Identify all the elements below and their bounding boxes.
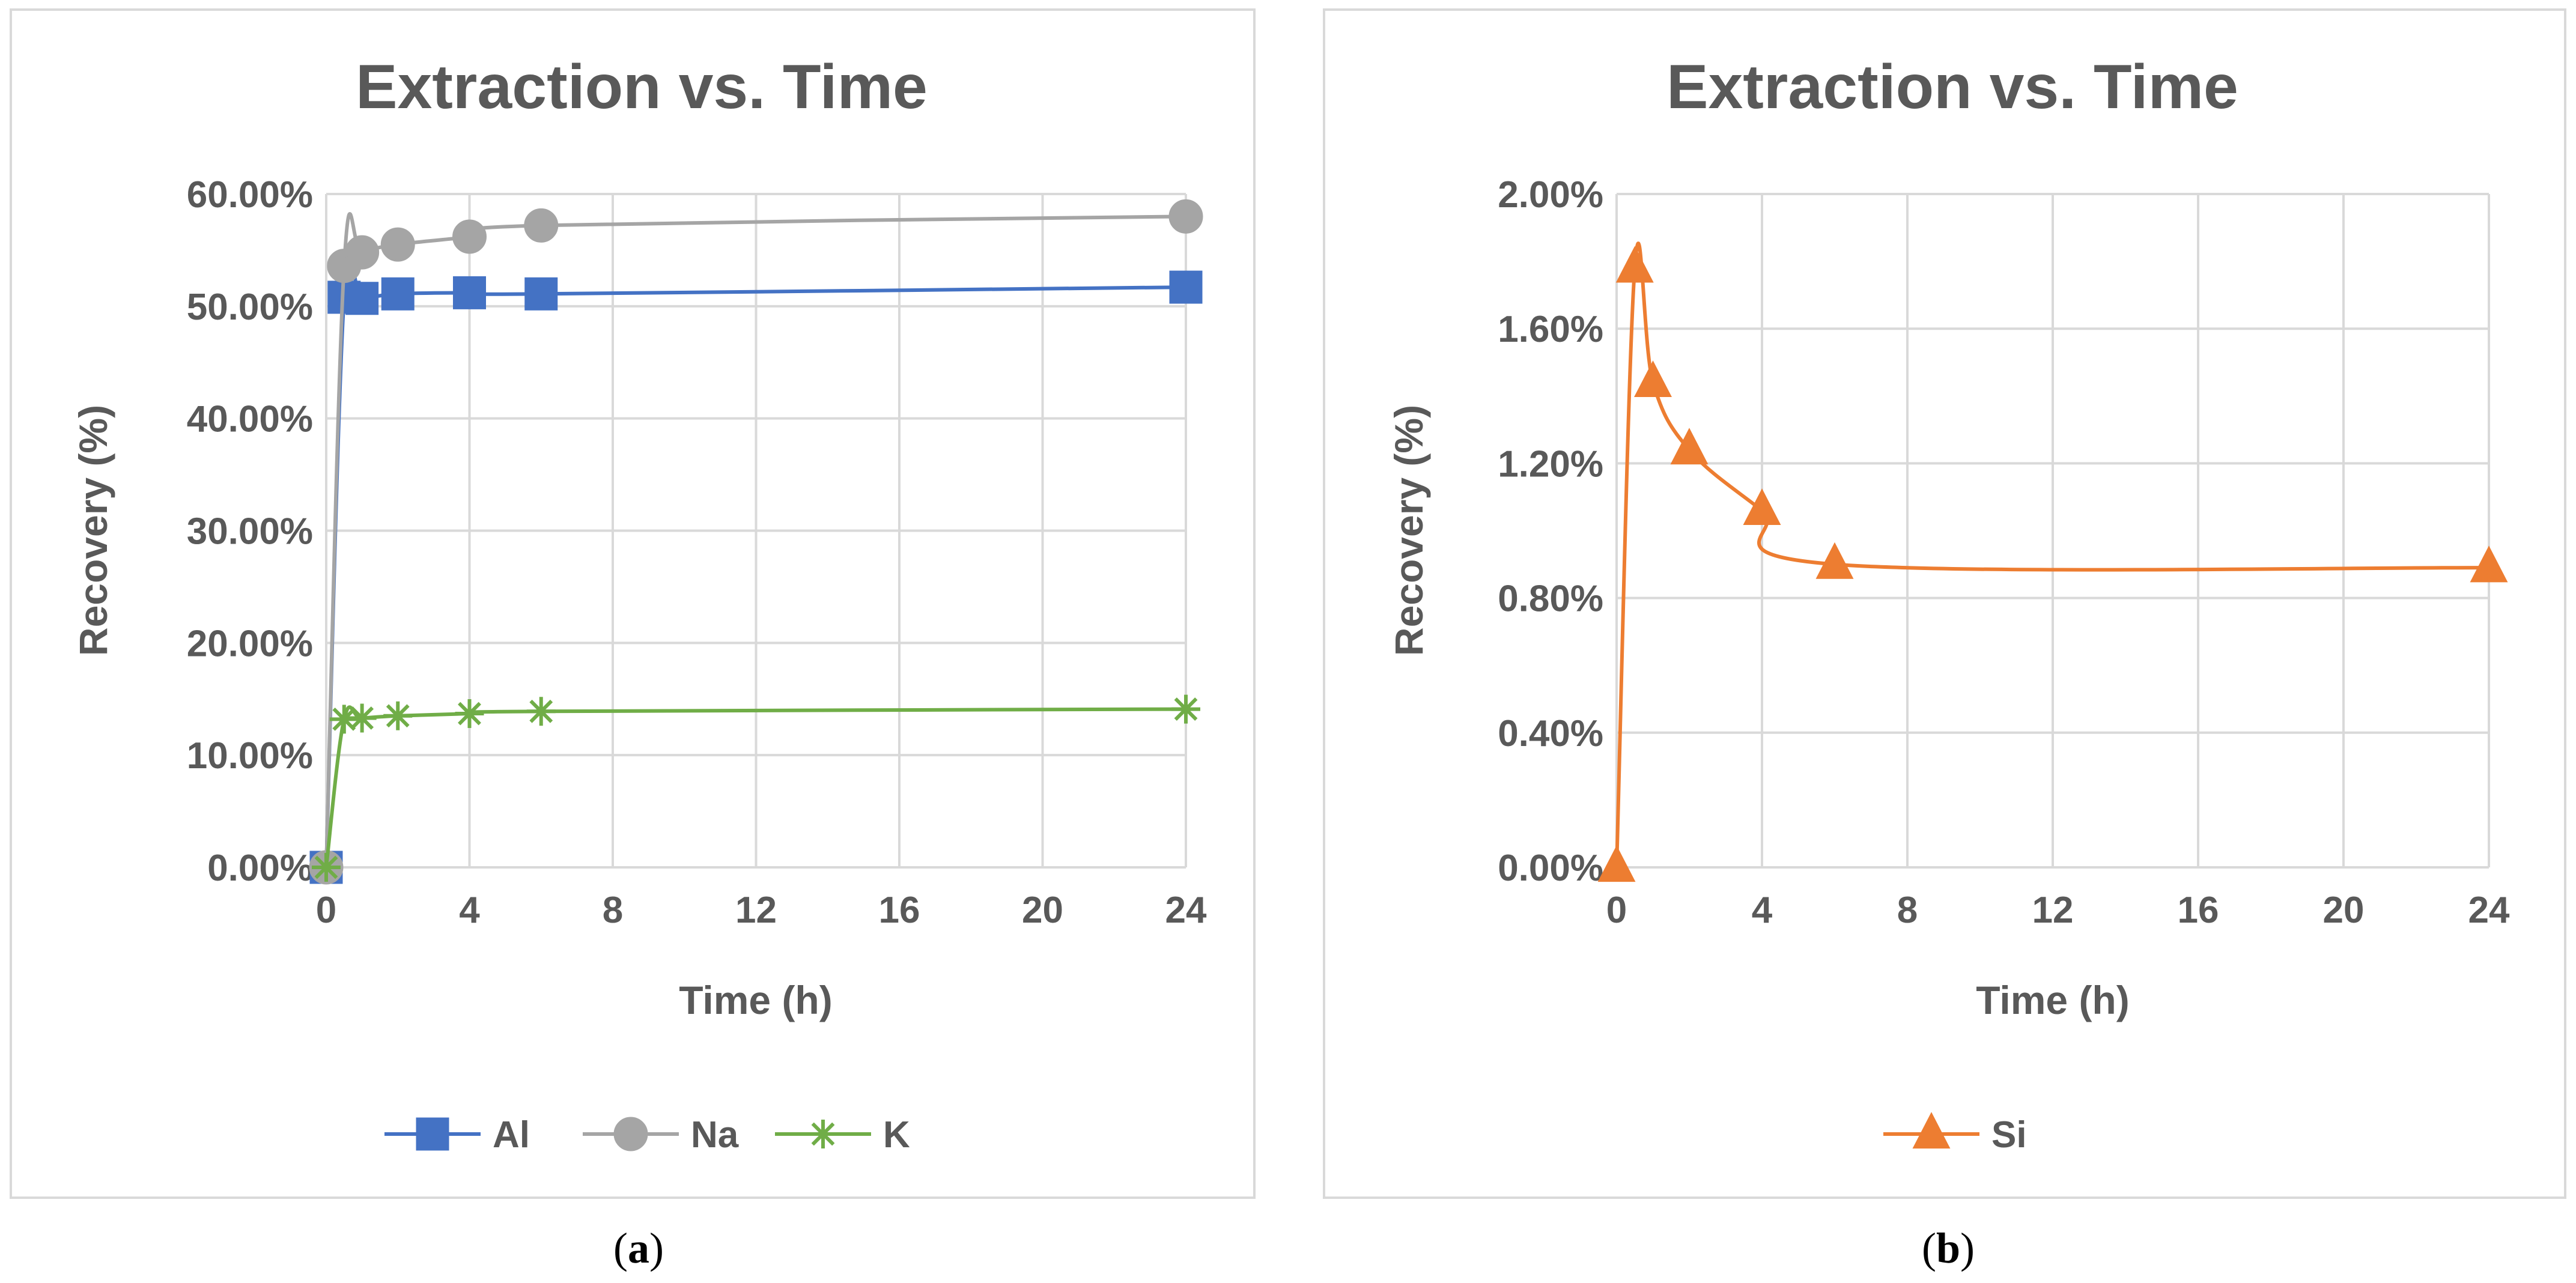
chart-panel-a: 0.00% 10.00% 20.00% 30.00% 40.00% 50.00% 60.00… — [10, 8, 1256, 1272]
x-tick-label: 4 — [459, 890, 480, 931]
data-point — [1168, 199, 1203, 234]
data-point — [1815, 542, 1854, 579]
legend: Si — [1883, 1112, 2027, 1156]
legend-label: Si — [1991, 1114, 2027, 1156]
legend-item-k: K — [775, 1114, 910, 1156]
caption-paren: ) — [649, 1224, 664, 1272]
caption-paren: ) — [1960, 1224, 1975, 1272]
y-tick-label: 1.60% — [1498, 309, 1603, 350]
legend-item-al: Al — [384, 1114, 530, 1156]
legend-marker — [416, 1117, 449, 1151]
x-tick-label: 12 — [735, 890, 777, 931]
caption-paren: ( — [1922, 1224, 1936, 1272]
y-axis-label: Recovery (%) — [71, 405, 115, 656]
legend-label: Al — [493, 1114, 530, 1156]
data-point — [1743, 488, 1781, 526]
y-tick-label: 50.00% — [187, 287, 313, 328]
caption-paren: ( — [613, 1224, 628, 1272]
y-tick-label: 2.00% — [1498, 174, 1603, 216]
y-axis-label: Recovery (%) — [1387, 405, 1431, 656]
chart-panel-b: 0.00% 0.40% 0.80% 1.20% 1.60% 2.00% 0 4 8 12 16 20 2… — [1323, 8, 2566, 1272]
x-tick-label: 8 — [603, 890, 623, 931]
caption-letter: a — [628, 1224, 649, 1272]
x-tick-label: 12 — [2032, 890, 2074, 931]
legend: Al Na K — [384, 1114, 910, 1156]
y-tick-label: 0.00% — [207, 848, 313, 889]
data-point — [455, 699, 484, 729]
data-point — [345, 235, 380, 270]
data-point — [329, 705, 359, 734]
gridlines — [1615, 193, 2490, 869]
data-point — [1597, 845, 1636, 882]
y-tick-label: 20.00% — [187, 623, 313, 664]
x-tick-label: 20 — [1022, 890, 1063, 931]
data-point — [1169, 270, 1203, 304]
y-tick-label: 0.00% — [1498, 848, 1603, 889]
y-tick-label: 30.00% — [187, 511, 313, 553]
series-k — [312, 694, 1200, 882]
legend-item-si: Si — [1883, 1112, 2027, 1156]
panel-caption: (b) — [1922, 1224, 1975, 1272]
legend-label: K — [883, 1114, 910, 1156]
y-tick-label: 10.00% — [187, 735, 313, 777]
chart-frame — [1323, 8, 2566, 1199]
data-point — [381, 277, 415, 311]
x-tick-label: 16 — [2178, 890, 2219, 931]
data-point — [1670, 428, 1709, 465]
data-point — [1634, 360, 1672, 398]
legend-item-na: Na — [583, 1114, 739, 1156]
x-tick-label: 16 — [879, 890, 920, 931]
legend-label: Na — [691, 1114, 739, 1156]
data-point — [380, 227, 415, 262]
legend-marker — [809, 1120, 837, 1148]
data-point — [1171, 694, 1200, 724]
data-point — [1615, 246, 1654, 283]
data-point — [347, 703, 377, 733]
x-tick-label: 24 — [1165, 890, 1207, 931]
x-axis-label: Time (h) — [679, 978, 832, 1022]
data-point — [2470, 545, 2508, 583]
series-si — [1597, 241, 2508, 882]
data-point — [383, 701, 413, 730]
legend-marker — [1912, 1112, 1951, 1149]
data-point — [452, 219, 487, 254]
x-tick-label: 0 — [316, 890, 336, 931]
data-point — [524, 277, 558, 311]
y-tick-label: 1.20% — [1498, 443, 1603, 485]
x-tick-label: 20 — [2323, 890, 2365, 931]
data-point — [526, 697, 556, 726]
chart-title: Extraction vs. Time — [356, 52, 928, 122]
legend-marker — [613, 1117, 648, 1151]
y-tick-label: 40.00% — [187, 399, 313, 440]
x-tick-label: 8 — [1897, 890, 1918, 931]
panel-caption: (a) — [613, 1224, 664, 1272]
caption-letter: b — [1936, 1224, 1960, 1272]
data-point — [312, 853, 341, 882]
x-tick-label: 0 — [1606, 890, 1627, 931]
x-tick-label: 4 — [1752, 890, 1773, 931]
y-tick-label: 0.40% — [1498, 713, 1603, 754]
y-tick-label: 0.80% — [1498, 578, 1603, 620]
data-point — [453, 276, 486, 309]
y-tick-label: 60.00% — [187, 174, 313, 216]
x-tick-label: 24 — [2468, 890, 2510, 931]
x-axis-label: Time (h) — [1976, 978, 2129, 1022]
chart-frame — [10, 8, 1256, 1199]
data-point — [524, 208, 559, 243]
data-point — [345, 282, 379, 315]
chart-title: Extraction vs. Time — [1666, 52, 2238, 122]
